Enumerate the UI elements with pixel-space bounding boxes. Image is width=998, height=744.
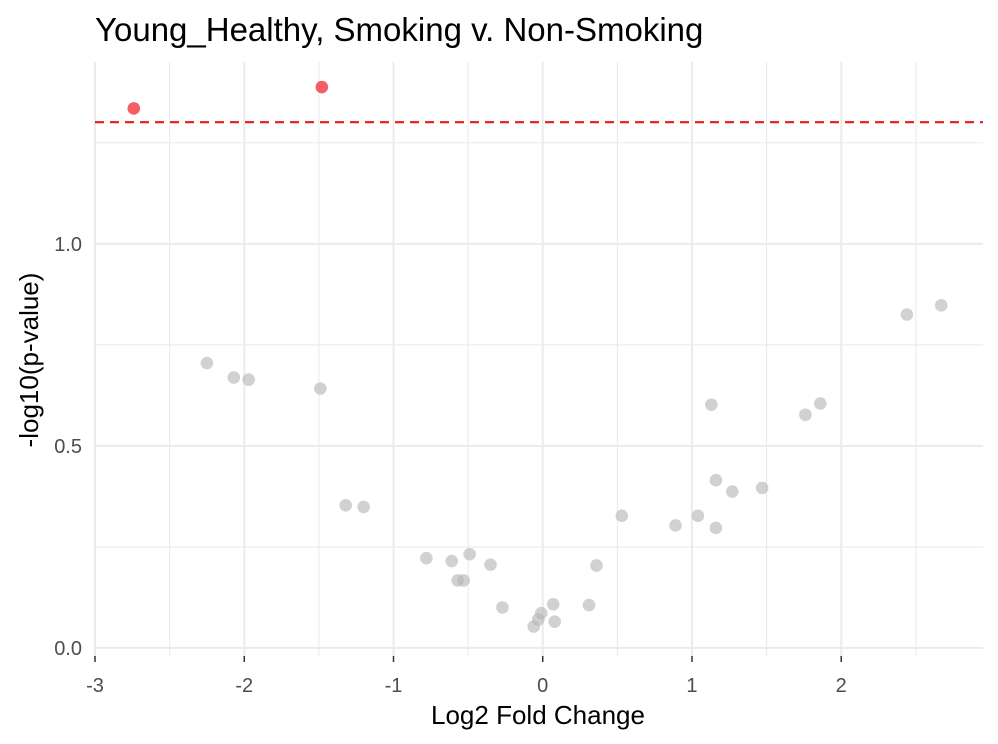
data-point (615, 509, 629, 523)
significant-point (315, 80, 329, 94)
x-tick-label: -2 (235, 675, 253, 697)
data-point (484, 558, 497, 571)
data-point (705, 398, 718, 411)
data-point (463, 547, 476, 561)
data-point (814, 397, 827, 410)
data-point (314, 382, 327, 395)
data-point (590, 559, 603, 572)
data-point (242, 373, 256, 386)
x-axis-title: Log2 Fold Change (431, 700, 645, 730)
significant-point (127, 102, 141, 115)
data-point (691, 509, 705, 523)
data-point (709, 521, 723, 535)
data-point (420, 551, 433, 565)
data-point (457, 574, 470, 587)
x-tick-label: 2 (836, 675, 847, 697)
grid-lines (94, 62, 983, 656)
data-points (127, 80, 948, 633)
data-point (725, 485, 739, 498)
data-point (709, 473, 723, 487)
x-tick-label: 1 (686, 675, 697, 697)
data-point (900, 308, 914, 321)
data-point (357, 500, 370, 514)
data-point (534, 606, 548, 620)
y-tick-label: 0.0 (54, 638, 82, 660)
data-point (548, 615, 561, 628)
chart-title: Young_Healthy, Smoking v. Non-Smoking (95, 11, 703, 48)
y-axis-ticks: 0.0 0.5 1.0 (54, 234, 82, 660)
data-point (227, 371, 241, 384)
data-point (799, 408, 812, 422)
data-point (755, 481, 769, 495)
data-point (582, 598, 596, 612)
x-axis-ticks: -3 -2 -1 0 1 2 (86, 656, 847, 697)
data-point (546, 597, 560, 611)
y-tick-label: 1.0 (54, 234, 82, 256)
x-tick-label: -3 (86, 675, 104, 697)
data-point (669, 519, 682, 532)
data-point (200, 356, 214, 370)
x-tick-label: -1 (385, 675, 403, 697)
data-point (496, 601, 509, 614)
x-tick-label: 0 (537, 675, 548, 697)
data-point (934, 298, 948, 312)
data-point (339, 498, 353, 512)
y-tick-label: 0.5 (54, 436, 82, 458)
data-point (445, 554, 458, 568)
y-axis-title: -log10(p-value) (14, 273, 44, 448)
